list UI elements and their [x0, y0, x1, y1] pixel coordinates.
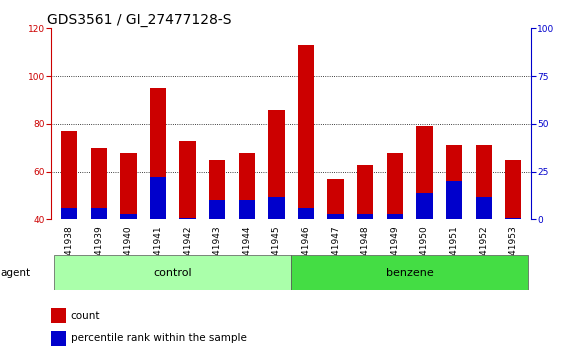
Text: GDS3561 / GI_27477128-S: GDS3561 / GI_27477128-S: [47, 13, 231, 27]
Bar: [150, 177, 166, 219]
Bar: [446, 145, 462, 219]
Bar: [51, 331, 66, 346]
Bar: [446, 181, 462, 219]
Bar: [209, 160, 226, 219]
Bar: [505, 218, 521, 219]
Bar: [268, 110, 284, 219]
Bar: [239, 153, 255, 219]
Bar: [179, 218, 196, 219]
Bar: [120, 214, 136, 219]
Bar: [120, 153, 136, 219]
Bar: [476, 196, 492, 219]
Bar: [298, 45, 314, 219]
Bar: [416, 126, 433, 219]
Bar: [505, 160, 521, 219]
Bar: [61, 208, 77, 219]
Bar: [416, 193, 433, 219]
Bar: [357, 214, 373, 219]
Text: control: control: [154, 268, 192, 278]
Bar: [291, 255, 528, 290]
Bar: [54, 255, 291, 290]
Bar: [61, 131, 77, 219]
Text: count: count: [71, 311, 100, 321]
Bar: [476, 145, 492, 219]
Bar: [268, 196, 284, 219]
Bar: [357, 165, 373, 219]
Text: benzene: benzene: [386, 268, 433, 278]
Bar: [91, 208, 107, 219]
Bar: [328, 214, 344, 219]
Bar: [239, 200, 255, 219]
Bar: [328, 179, 344, 219]
Text: agent: agent: [1, 268, 31, 278]
Bar: [298, 208, 314, 219]
Bar: [209, 200, 226, 219]
Bar: [51, 308, 66, 323]
Bar: [387, 214, 403, 219]
Text: percentile rank within the sample: percentile rank within the sample: [71, 333, 247, 343]
Bar: [91, 148, 107, 219]
Bar: [179, 141, 196, 219]
Bar: [387, 153, 403, 219]
Bar: [150, 88, 166, 219]
